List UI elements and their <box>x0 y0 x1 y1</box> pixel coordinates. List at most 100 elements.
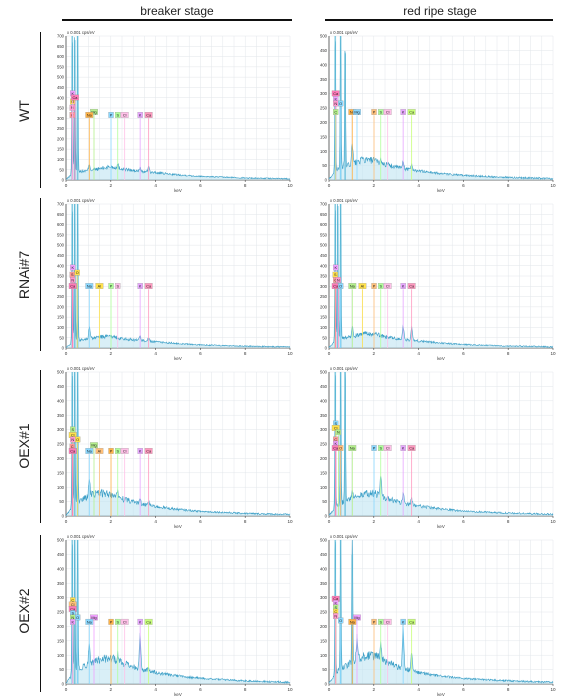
y-tick-label: 350 <box>320 413 328 418</box>
y-tick-label: 400 <box>57 566 65 571</box>
x-tick-label: 0 <box>65 351 68 356</box>
element-marker <box>70 426 76 433</box>
y-tick-label: 100 <box>57 325 65 330</box>
x-tick-label: 0 <box>328 519 331 524</box>
element-label: P <box>373 447 376 451</box>
element-label: S <box>379 111 382 115</box>
element-label: N <box>337 278 340 282</box>
element-marker <box>95 448 104 454</box>
y-tick-label: 50 <box>322 163 327 168</box>
element-marker <box>137 618 143 625</box>
element-marker <box>407 109 416 115</box>
element-label: K <box>71 92 74 96</box>
y-tick-label: 150 <box>320 470 328 475</box>
y-tick-label: 0 <box>62 682 65 687</box>
y-tick-label: 450 <box>57 552 65 557</box>
element-label: Mg <box>91 110 96 114</box>
element-label: Ca <box>333 447 339 451</box>
y-tick-label: 300 <box>57 284 65 289</box>
element-label: Mg <box>91 616 96 620</box>
y-tick-label: 350 <box>57 274 65 279</box>
y-tick-label: 50 <box>322 499 327 504</box>
x-tick-label: 4 <box>154 519 157 524</box>
element-marker <box>383 618 392 625</box>
y-tick-label: 550 <box>57 64 65 69</box>
element-marker <box>108 618 114 625</box>
y-tick-label: 200 <box>320 624 328 629</box>
x-tick-label: 2 <box>373 351 376 356</box>
y-tick-label: 250 <box>320 294 328 299</box>
x-tick-label: 8 <box>507 519 510 524</box>
element-label: Na <box>87 449 93 453</box>
element-marker <box>383 109 392 115</box>
y-tick-label: 250 <box>320 106 328 111</box>
element-label: O <box>339 447 342 451</box>
element-marker <box>75 436 81 443</box>
element-marker <box>331 90 340 97</box>
element-label: N <box>71 438 74 442</box>
element-label: N <box>334 102 337 106</box>
element-label: Na <box>350 111 356 115</box>
x-tick-label: 8 <box>507 183 510 188</box>
element-label: O <box>339 102 342 106</box>
spectrum-oex2-breaker: 0 50 100 150 200 250 300 350 400 450 500 0 2 4 6 8 10 x 0… <box>57 534 293 697</box>
element-marker <box>353 109 361 115</box>
x-tick-label: 10 <box>287 183 293 188</box>
element-marker <box>371 283 377 289</box>
element-label: Mg <box>91 444 96 448</box>
element-label: S <box>116 620 119 624</box>
spectrum-wt-red-ripe: 0 50 100 150 200 250 300 350 400 450 500 0 2 4 6 8 10 x 0… <box>320 30 556 193</box>
element-label: P <box>373 111 376 115</box>
y-tick-label: 400 <box>320 566 328 571</box>
y-tick-label: 450 <box>57 384 65 389</box>
element-marker <box>407 283 416 289</box>
element-label: S <box>379 447 382 451</box>
element-marker <box>144 448 153 454</box>
spectrum-oex1-breaker: 0 50 100 150 200 250 300 350 400 450 500 0 2 4 6 8 10 x 0… <box>57 366 293 529</box>
y-axis-title: x 0.001 cps/eV <box>67 366 95 371</box>
y-tick-label: 200 <box>57 304 65 309</box>
element-marker <box>383 283 392 289</box>
element-marker <box>338 100 344 107</box>
y-tick-label: 150 <box>320 315 328 320</box>
element-label: Na <box>87 284 93 288</box>
element-marker <box>95 283 104 289</box>
spectrum-line <box>65 203 291 348</box>
x-tick-label: 2 <box>110 519 113 524</box>
element-label: Ca <box>409 111 415 115</box>
y-tick-label: 400 <box>57 263 65 268</box>
column-title-breaker: breaker stage <box>140 4 214 18</box>
x-tick-label: 6 <box>462 183 465 188</box>
y-tick-label: 650 <box>57 212 65 217</box>
element-label: N <box>337 431 340 435</box>
x-tick-label: 8 <box>244 351 247 356</box>
y-tick-label: 200 <box>320 120 328 125</box>
y-tick-label: 0 <box>62 346 65 351</box>
y-tick-label: 0 <box>325 346 328 351</box>
element-label: K <box>334 98 337 102</box>
element-label: P <box>110 113 113 117</box>
y-tick-label: 400 <box>320 62 328 67</box>
y-tick-label: 500 <box>57 538 65 543</box>
y-tick-label: 50 <box>59 167 64 172</box>
element-label: S <box>379 284 382 288</box>
grid <box>328 371 554 517</box>
x-tick-label: 10 <box>550 183 556 188</box>
x-tick-label: 6 <box>199 687 202 692</box>
element-marker <box>333 109 339 115</box>
element-marker <box>85 283 94 289</box>
element-marker <box>70 276 76 283</box>
element-label: K <box>139 284 142 288</box>
x-tick-label: 2 <box>373 519 376 524</box>
element-marker <box>70 264 76 271</box>
element-label: K <box>71 620 74 624</box>
x-tick-label: 10 <box>287 687 293 692</box>
element-label: K <box>402 447 405 451</box>
y-tick-label: 250 <box>57 610 65 615</box>
x-tick-label: 10 <box>550 519 556 524</box>
y-tick-label: 700 <box>57 34 65 39</box>
element-label: Na <box>87 113 93 117</box>
y-tick-label: 350 <box>57 106 65 111</box>
y-tick-label: 550 <box>320 232 328 237</box>
y-tick-label: 350 <box>57 581 65 586</box>
